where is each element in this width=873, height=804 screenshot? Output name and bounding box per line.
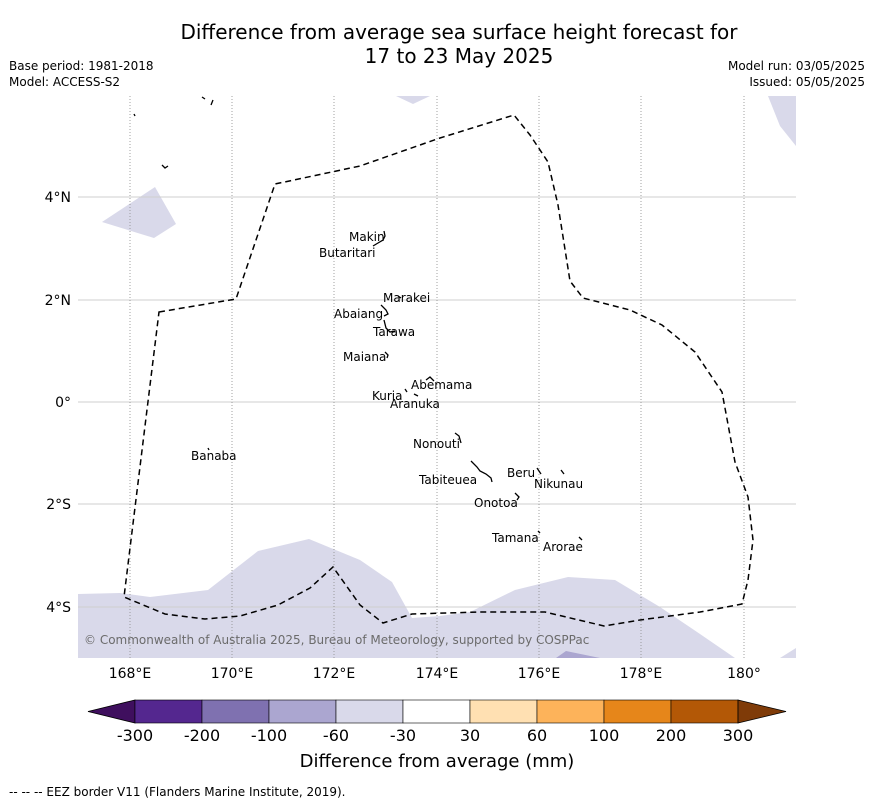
island-abemama [425,376,435,382]
island-arorae [578,536,583,541]
anomaly-shading [78,96,796,658]
title-line-2: 17 to 23 May 2025 [364,44,554,68]
island-nonouti [454,432,462,444]
island-tarawa [383,319,396,333]
island-abaiang [380,304,389,317]
place-abaiang: Abaiang [334,307,383,321]
colorbar-tick-label: -30 [390,726,416,745]
colorbar-extend-high [737,699,787,724]
title-line-1: Difference from average sea surface heig… [180,20,738,44]
island-tamana [537,530,541,534]
islands [133,96,583,541]
island-butaritari [372,230,386,247]
island-tabiteuea [470,460,493,483]
colorbar-tick-label: 30 [460,726,480,745]
island-nikunau [560,469,565,475]
lat-label-2n: 2°N [45,293,71,309]
colorbar-tick-label: -100 [251,726,287,745]
longitude-gridlines [129,96,745,658]
meta-left: Base period: 1981-2018 Model: ACCESS-S2 [9,58,154,90]
meta-right: Model run: 03/05/2025 Issued: 05/05/2025 [728,58,865,90]
lon-label-172e: 172°E [313,666,356,682]
lat-label-2s: 2°S [46,497,71,513]
copyright-notice: © Commonwealth of Australia 2025, Bureau… [84,633,589,647]
model-run: Model run: 03/05/2025 [727,59,865,73]
lon-label-176e: 176°E [518,666,561,682]
island-north-2 [210,99,214,106]
anomaly-patch-south [78,539,735,658]
colorbar-tick-label: 200 [656,726,687,745]
anomaly-patch-deeper [556,651,600,658]
lon-label-178e: 178°E [620,666,663,682]
anomaly-patch-northwest [102,187,176,238]
lat-label-4n: 4°N [45,190,71,206]
colorbar-segment [335,699,404,724]
island-aranuka [413,393,419,397]
colorbar-tick-label: -200 [184,726,220,745]
eez-border [123,114,754,627]
island-northwest-1 [133,113,136,117]
island-kuria [404,388,408,393]
colorbar-segment [603,699,672,724]
eez-footnote: -- -- -- EEZ border V11 (Flanders Marine… [9,785,346,799]
issued-date: Issued: 05/05/2025 [749,75,865,89]
island-northwest-2 [161,164,169,169]
place-marakei: Marakei [383,291,430,305]
place-arorae: Arorae [543,540,583,554]
longitude-labels: 168°E 170°E 172°E 174°E 176°E 178°E 180° [109,666,761,682]
colorbar-segment [268,699,337,724]
colorbar-tick-label: 300 [723,726,754,745]
place-aranuka: Aranuka [390,397,440,411]
colorbar-segment [402,699,471,724]
colorbar-title: Difference from average (mm) [300,751,575,772]
place-tarawa: Tarawa [372,325,415,339]
anomaly-patch-northeast [768,96,796,146]
map-title: Difference from average sea surface heig… [0,20,873,68]
colorbar: -300 -200 -100 -60 -30 30 60 100 200 300 [87,699,787,745]
place-beru: Beru [507,466,535,480]
base-period: Base period: 1981-2018 [9,59,154,73]
place-butaritari: Butaritari [319,246,376,260]
colorbar-tick-label: 100 [589,726,620,745]
place-kuria: Kuria [372,389,403,403]
lat-label-0: 0° [55,395,71,411]
anomaly-patch-north [396,96,430,104]
island-beru [536,467,542,475]
colorbar-extend-low [87,699,136,724]
island-maiana [384,351,389,359]
place-labels: Makin Butaritari Marakei Abaiang Tarawa … [191,230,583,554]
place-tamana: Tamana [491,531,539,545]
lon-label-180: 180° [727,666,761,682]
colorbar-segment [201,699,270,724]
island-banaba [207,447,210,451]
place-abemama: Abemama [411,378,472,392]
lon-label-168e: 168°E [109,666,152,682]
latitude-labels: 4°N 2°N 0° 2°S 4°S [45,190,72,616]
colorbar-segment [536,699,605,724]
place-maiana: Maiana [343,350,386,364]
colorbar-tick-label: -60 [323,726,349,745]
island-onotoa [514,492,520,501]
place-onotoa: Onotoa [474,496,518,510]
colorbar-segment [134,699,203,724]
colorbar-segment [670,699,739,724]
lon-label-170e: 170°E [211,666,254,682]
place-nonouti: Nonouti [413,437,460,451]
colorbar-segment [469,699,538,724]
colorbar-tick-label: 60 [527,726,547,745]
lat-label-4s: 4°S [46,600,71,616]
place-tabiteuea: Tabiteuea [418,473,477,487]
colorbar-tick-label: -300 [117,726,153,745]
lon-label-174e: 174°E [416,666,459,682]
anomaly-patch-southeast [780,648,796,658]
place-banaba: Banaba [191,449,237,463]
place-nikunau: Nikunau [534,477,583,491]
model-name: Model: ACCESS-S2 [9,75,121,89]
place-makin: Makin [349,230,385,244]
island-marakei [397,295,402,299]
island-north-1 [201,96,206,100]
map-area: Makin Butaritari Marakei Abaiang Tarawa … [78,96,796,658]
